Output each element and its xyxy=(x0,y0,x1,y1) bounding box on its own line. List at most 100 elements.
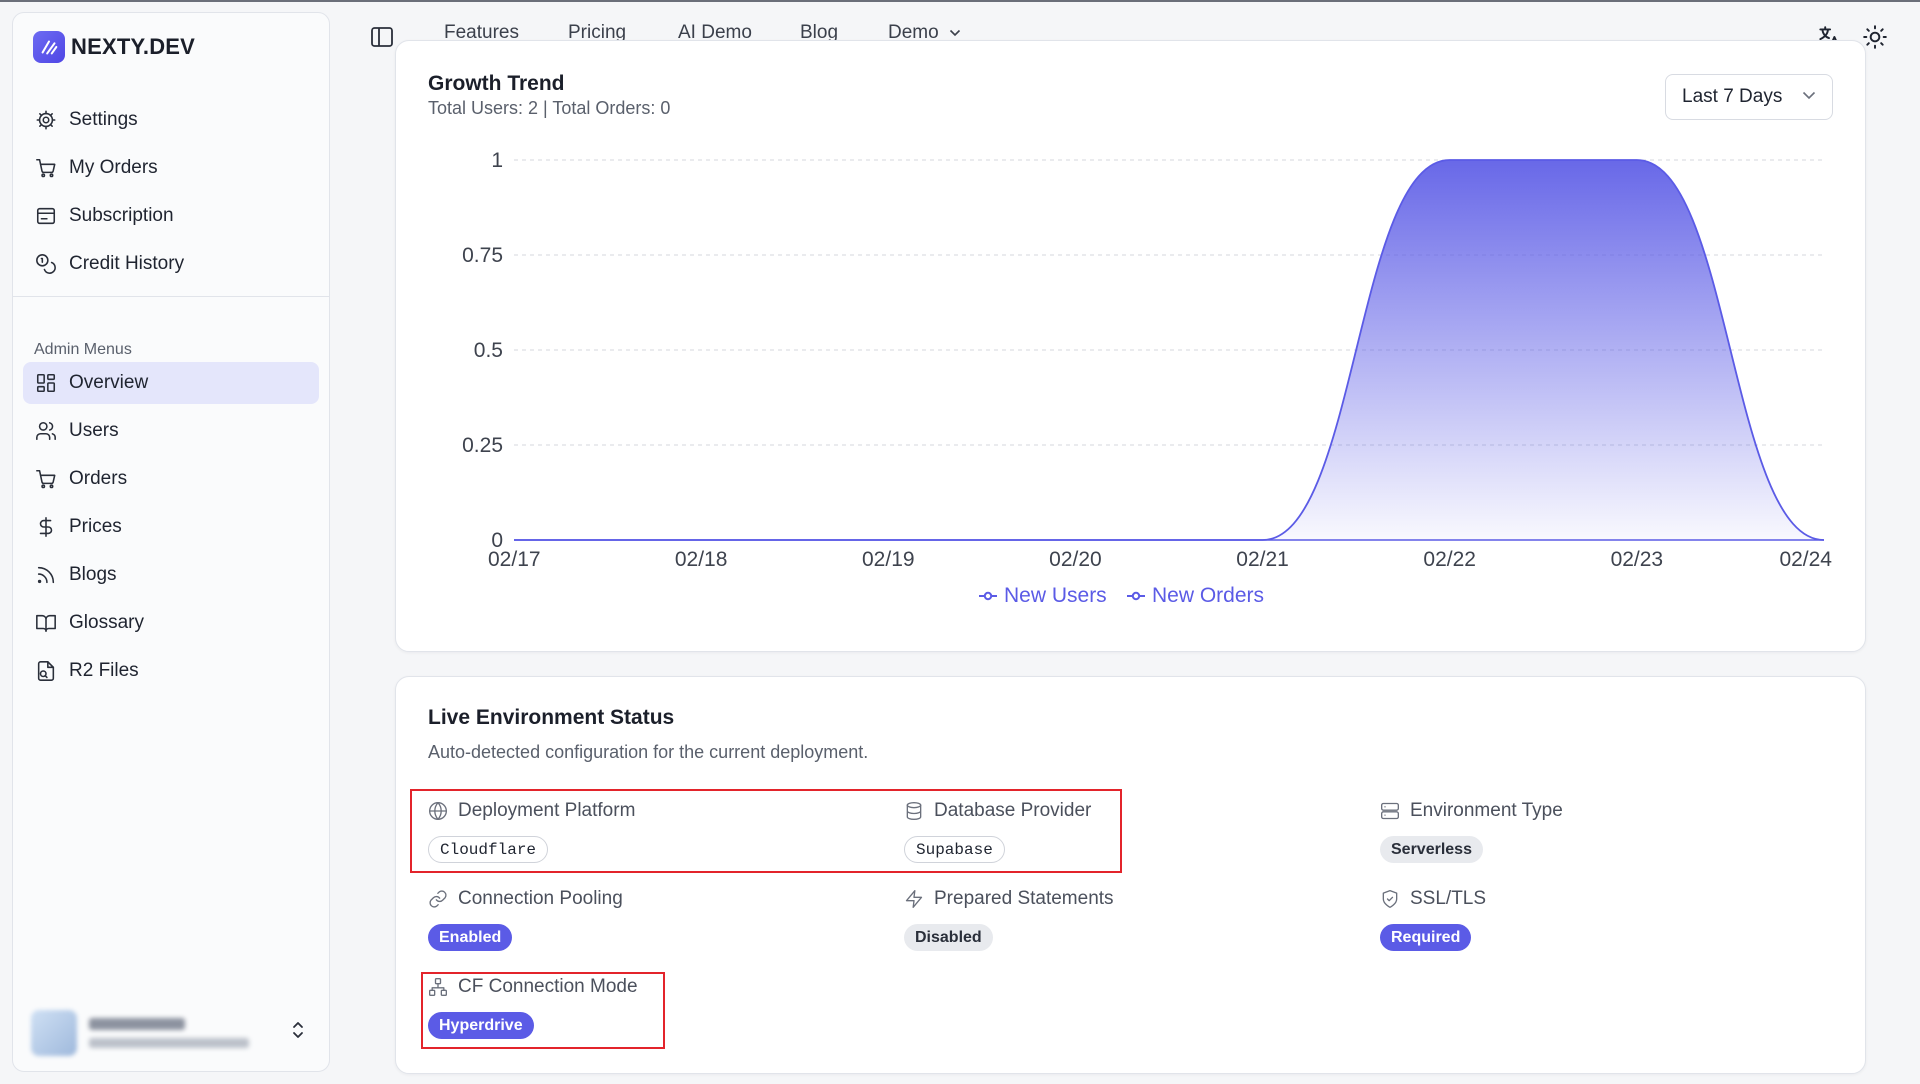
connection-pooling-badge: Enabled xyxy=(428,924,513,951)
date-range-select[interactable]: Last 7 Days xyxy=(1665,74,1833,120)
x-tick-label: 02/19 xyxy=(862,548,915,571)
sidebar-item-credit-history[interactable]: Credit History xyxy=(23,243,319,285)
environment-type-badge: Serverless xyxy=(1380,836,1483,863)
link-icon xyxy=(429,890,447,908)
chevron-down-icon xyxy=(949,29,960,37)
env-subtitle: Auto-detected configuration for the curr… xyxy=(428,742,869,762)
status-connection-pooling: Connection Pooling xyxy=(428,888,623,910)
status-environment-type: Environment Type xyxy=(1380,800,1563,822)
legend-new-users[interactable]: New Users xyxy=(978,584,1107,608)
sidebar-toggle-icon[interactable] xyxy=(370,26,394,48)
cart-icon xyxy=(36,469,56,489)
y-tick-label: 0.75 xyxy=(462,244,503,267)
x-tick-label: 02/17 xyxy=(488,548,541,571)
y-tick-label: 1 xyxy=(491,149,503,172)
user-menu[interactable] xyxy=(31,1005,321,1061)
growth-subtitle: Total Users: 2 | Total Orders: 0 xyxy=(428,98,671,118)
sidebar-item-label: My Orders xyxy=(69,157,158,178)
sidebar-item-blogs[interactable]: Blogs xyxy=(23,554,319,596)
x-tick-label: 02/20 xyxy=(1049,548,1102,571)
topnav-demo-label: Demo xyxy=(888,22,939,43)
status-prepared-statements: Prepared Statements xyxy=(904,888,1114,910)
admin-section-label: Admin Menus xyxy=(34,341,132,358)
status-label-text: Environment Type xyxy=(1410,800,1563,821)
legend-line-marker-icon xyxy=(979,591,997,601)
sidebar-item-settings[interactable]: Settings xyxy=(23,99,319,141)
cart-icon xyxy=(36,158,56,178)
env-title: Live Environment Status xyxy=(428,706,675,729)
theme-toggle-sun-icon[interactable] xyxy=(1862,24,1888,50)
rss-icon xyxy=(37,566,55,584)
topnav-features[interactable]: Features xyxy=(444,22,519,43)
user-info-redacted xyxy=(89,1018,249,1048)
chevrons-up-down-icon xyxy=(293,1022,303,1038)
status-label-text: Deployment Platform xyxy=(458,800,636,821)
database-provider-badge: Supabase xyxy=(904,836,1005,863)
sidebar-item-label: Prices xyxy=(69,516,122,537)
database-icon xyxy=(906,802,922,820)
series-line-new-users xyxy=(514,159,1825,541)
sidebar-item-label: Credit History xyxy=(69,253,185,274)
prepared-statements-badge: Disabled xyxy=(904,924,993,951)
chevron-down-icon xyxy=(1802,91,1816,100)
sidebar-item-my-orders[interactable]: My Orders xyxy=(23,147,319,189)
ssl-tls-badge: Required xyxy=(1380,924,1472,951)
globe-icon xyxy=(429,802,447,820)
sidebar-item-subscription[interactable]: Subscription xyxy=(23,195,319,237)
network-icon xyxy=(429,978,447,996)
book-icon xyxy=(36,614,56,633)
x-tick-label: 02/18 xyxy=(675,548,728,571)
highlight-box-cf-mode xyxy=(421,972,665,1049)
y-tick-label: 0.5 xyxy=(474,339,503,362)
series-area-new-users xyxy=(514,160,1824,540)
sidebar: NEXTY.DEV Settings My Orders Subscriptio… xyxy=(12,12,330,1072)
x-tick-label: 02/22 xyxy=(1423,548,1476,571)
sidebar-item-label: R2 Files xyxy=(69,660,139,681)
topnav-ai-demo[interactable]: AI Demo xyxy=(678,22,752,43)
sidebar-item-label: Glossary xyxy=(69,612,144,633)
status-label-text: CF Connection Mode xyxy=(458,976,638,997)
sidebar-item-glossary[interactable]: Glossary xyxy=(23,602,319,644)
x-tick-label: 02/21 xyxy=(1236,548,1289,571)
sidebar-item-orders[interactable]: Orders xyxy=(23,458,319,500)
grid-icon xyxy=(36,373,56,393)
cf-connection-mode-badge: Hyperdrive xyxy=(428,1012,534,1039)
x-tick-label: 02/23 xyxy=(1611,548,1664,571)
status-label-text: SSL/TLS xyxy=(1410,888,1487,909)
topnav-demo-dropdown[interactable]: Demo xyxy=(888,22,961,44)
sidebar-item-label: Settings xyxy=(69,109,138,130)
sidebar-item-overview[interactable]: Overview xyxy=(23,362,319,404)
status-cf-connection-mode: CF Connection Mode xyxy=(428,976,638,998)
users-icon xyxy=(36,421,56,441)
sidebar-divider xyxy=(13,296,329,297)
sidebar-item-prices[interactable]: Prices xyxy=(23,506,319,548)
sidebar-item-r2-files[interactable]: R2 Files xyxy=(23,650,319,692)
topnav-blog[interactable]: Blog xyxy=(800,22,839,43)
growth-title: Growth Trend xyxy=(428,72,565,95)
topnav-pricing[interactable]: Pricing xyxy=(568,22,627,43)
deployment-platform-badge: Cloudflare xyxy=(428,836,549,863)
window-top-border xyxy=(0,0,1920,2)
avatar xyxy=(31,1010,77,1056)
sidebar-item-label: Subscription xyxy=(69,205,174,226)
y-tick-label: 0 xyxy=(491,529,503,552)
status-database-provider: Database Provider xyxy=(904,800,1091,822)
status-deployment-platform: Deployment Platform xyxy=(428,800,635,822)
coins-icon xyxy=(36,254,56,274)
status-ssl-tls: SSL/TLS xyxy=(1380,888,1486,910)
brand[interactable]: NEXTY.DEV xyxy=(33,31,195,63)
card-icon xyxy=(36,207,56,225)
legend-new-orders[interactable]: New Orders xyxy=(1126,584,1264,608)
shield-check-icon xyxy=(1382,890,1398,908)
brand-name: NEXTY.DEV xyxy=(71,34,196,59)
growth-chart: 0 0.25 0.5 0.75 1 02/17 02/18 02/19 02/20 02/21 0… xyxy=(462,149,1832,571)
sidebar-item-label: Blogs xyxy=(69,564,117,585)
sidebar-item-users[interactable]: Users xyxy=(23,410,319,452)
date-range-value: Last 7 Days xyxy=(1682,86,1783,107)
env-status-card xyxy=(395,676,1866,1074)
highlight-box-platform-database xyxy=(410,789,1122,873)
status-label-text: Prepared Statements xyxy=(934,888,1114,909)
sidebar-item-label: Users xyxy=(69,420,119,441)
status-label-text: Connection Pooling xyxy=(458,888,623,909)
file-icon xyxy=(37,661,55,681)
